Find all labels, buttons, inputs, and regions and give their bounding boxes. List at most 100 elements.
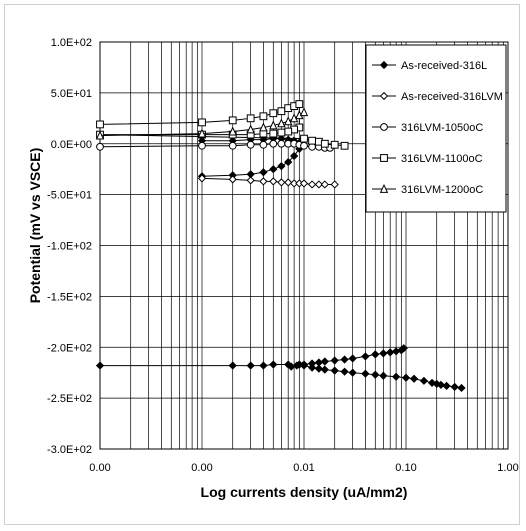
data-point <box>450 382 459 392</box>
data-point <box>246 114 255 123</box>
y-tick-label: 1.0E+02 <box>51 37 92 49</box>
series-5 <box>95 344 408 371</box>
data-point <box>340 367 349 376</box>
legend-box <box>365 44 507 213</box>
data-point <box>284 178 293 187</box>
data-point <box>269 129 278 138</box>
data-point <box>246 176 255 185</box>
data-point <box>361 352 370 361</box>
y-tick-label: -5.0E+01 <box>47 190 92 202</box>
data-point <box>228 116 237 125</box>
data-point <box>300 141 308 150</box>
data-point <box>340 355 349 364</box>
data-point <box>228 175 237 184</box>
data-point <box>386 348 395 357</box>
data-point <box>259 140 268 149</box>
data-point <box>259 361 268 370</box>
data-point <box>436 380 446 390</box>
data-point <box>348 354 357 363</box>
data-point <box>442 381 451 391</box>
data-point <box>307 363 317 372</box>
legend-swatch-marker <box>379 183 389 193</box>
data-point <box>277 118 286 128</box>
data-point <box>379 371 388 380</box>
data-point <box>320 139 329 148</box>
data-point <box>284 157 293 167</box>
y-tick-label: -1.0E+02 <box>47 241 92 253</box>
data-point <box>284 127 293 136</box>
legend-swatch-marker <box>380 123 388 131</box>
data-point <box>409 374 419 383</box>
data-point <box>371 370 380 379</box>
data-point <box>290 151 299 161</box>
data-point <box>269 139 278 148</box>
data-point <box>269 360 278 369</box>
data-point <box>246 124 255 134</box>
data-point <box>197 128 207 138</box>
x-axis-title: Log currents density (uA/mm2) <box>201 484 408 500</box>
data-point <box>330 180 339 189</box>
x-tick-label: 1.00 <box>497 462 518 474</box>
legend: As-received-316L As-received-316LVM 316LVM… <box>365 44 507 213</box>
data-point <box>95 130 105 140</box>
data-point <box>314 180 324 189</box>
data-point <box>277 128 286 137</box>
data-point <box>269 177 278 186</box>
data-point <box>419 376 429 385</box>
data-point <box>295 100 304 108</box>
data-point <box>228 141 237 150</box>
x-tick-label: 0.00 <box>191 462 212 474</box>
legend-entry: As-received-316LVM <box>401 91 503 103</box>
data-point <box>308 136 316 145</box>
y-tick-label: -1.5E+02 <box>47 291 92 303</box>
data-point <box>259 112 268 121</box>
data-point <box>330 366 339 375</box>
data-point <box>320 357 329 366</box>
data-point <box>299 107 309 117</box>
data-point <box>269 120 278 130</box>
data-point <box>299 361 309 370</box>
data-point <box>228 361 237 370</box>
data-point <box>330 356 339 365</box>
x-axis-tick-labels: 0.00 0.00 0.01 0.10 1.00 <box>89 462 518 474</box>
data-point <box>399 344 408 353</box>
data-point <box>198 141 206 150</box>
legend-swatch-marker <box>380 154 388 162</box>
data-point <box>340 141 349 150</box>
data-point <box>96 120 104 129</box>
y-tick-label: -2.0E+02 <box>47 342 92 354</box>
y-tick-label: -3.0E+02 <box>47 444 92 456</box>
y-axis-title: Potential (mV vs VSCE) <box>27 148 43 304</box>
data-point <box>269 165 278 174</box>
data-point <box>330 140 339 149</box>
data-point <box>371 350 380 359</box>
series-3 <box>96 100 349 150</box>
data-point <box>259 177 268 186</box>
data-point <box>259 122 268 132</box>
data-point <box>320 180 329 189</box>
series-6 <box>295 360 466 393</box>
x-tick-label: 0.10 <box>395 462 416 474</box>
legend-swatch-marker <box>379 60 389 70</box>
plot-area-border <box>99 41 509 450</box>
data-series <box>95 100 466 393</box>
data-point <box>277 107 286 116</box>
legend-entry: 316LVM-1100oC <box>401 153 483 165</box>
y-tick-label: 0.0E+00 <box>51 139 92 151</box>
data-point <box>96 142 104 151</box>
data-point <box>392 372 401 381</box>
x-tick-label: 0.00 <box>89 462 110 474</box>
legend-entry: 316LVM-1050oC <box>401 122 483 134</box>
y-tick-label: 5.0E+01 <box>51 88 92 100</box>
data-point <box>198 118 206 127</box>
data-point <box>300 134 308 143</box>
grid-lines <box>99 41 509 450</box>
data-point <box>228 126 237 136</box>
series-4 <box>95 107 309 140</box>
data-point <box>320 365 329 374</box>
data-point <box>361 369 370 378</box>
data-point <box>197 174 207 183</box>
data-point <box>284 116 293 126</box>
data-point <box>246 140 255 149</box>
data-point <box>307 180 317 189</box>
